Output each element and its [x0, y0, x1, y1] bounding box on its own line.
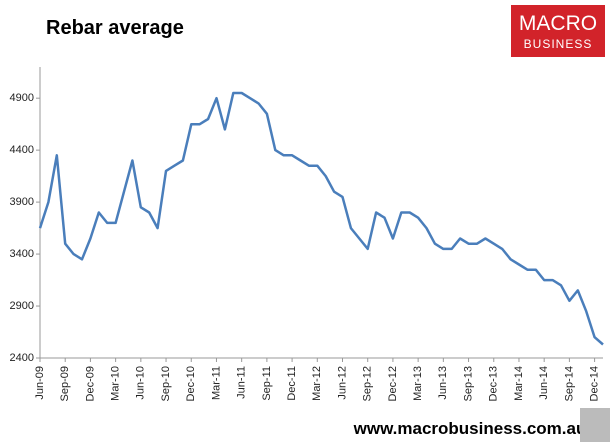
- y-tick-label: 2400: [10, 352, 34, 364]
- x-tick-label: Mar-13: [412, 366, 424, 401]
- y-tick-label: 4900: [10, 92, 34, 104]
- data-line: [38, 91, 604, 346]
- x-tick-label: Dec-13: [488, 366, 500, 401]
- logo-line2: BUSINESS: [524, 37, 593, 51]
- x-tick-label: Sep-09: [59, 366, 71, 401]
- chart-title: Rebar average: [46, 17, 184, 39]
- x-tick-label: Jun-11: [236, 366, 248, 399]
- x-tick-label: Mar-10: [110, 366, 122, 401]
- x-tick-label: Sep-10: [160, 366, 172, 401]
- footer-url: www.macrobusiness.com.au: [353, 419, 587, 438]
- x-tick-label: Jun-13: [437, 366, 449, 400]
- y-tick-label: 3900: [10, 196, 34, 208]
- x-tick-label: Sep-11: [261, 366, 273, 401]
- logo-line1: MACRO: [519, 12, 597, 35]
- x-tick-label: Sep-14: [563, 366, 575, 401]
- y-tick-label: 3400: [10, 248, 34, 260]
- x-tick-label: Sep-12: [362, 366, 374, 401]
- x-tick-label: Mar-11: [210, 366, 222, 400]
- x-tick-label: Dec-12: [387, 366, 399, 401]
- wolf-icon: [580, 408, 610, 442]
- x-tick-label: Dec-11: [286, 366, 298, 401]
- x-tick-label: Mar-12: [311, 366, 323, 401]
- y-tick-label: 2900: [10, 300, 34, 312]
- x-tick-label: Dec-10: [185, 366, 197, 401]
- x-tick-label: Sep-13: [462, 366, 474, 401]
- x-tick-label: Mar-14: [513, 366, 525, 401]
- x-tick-label: Jun-14: [538, 366, 550, 400]
- x-tick-label: Jun-09: [34, 366, 46, 400]
- logo-box: [511, 5, 605, 57]
- x-tick-label: Jun-12: [336, 366, 348, 400]
- x-tick-label: Dec-09: [84, 366, 96, 401]
- y-tick-label: 4400: [10, 144, 34, 156]
- x-tick-label: Dec-14: [589, 366, 601, 401]
- x-tick-label: Jun-10: [135, 366, 147, 400]
